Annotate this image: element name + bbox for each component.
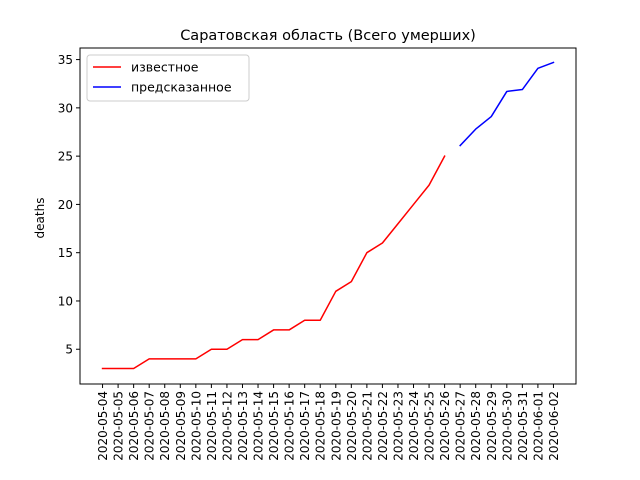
x-tick-label: 2020-05-16 xyxy=(283,391,297,461)
x-tick-label: 2020-05-29 xyxy=(485,391,499,461)
x-tick-label: 2020-06-01 xyxy=(531,391,545,461)
plot-frame xyxy=(79,47,577,385)
x-tick-label: 2020-05-20 xyxy=(345,391,359,461)
series-line-known xyxy=(101,155,446,370)
x-tick-label: 2020-05-09 xyxy=(174,391,188,461)
x-tick-label: 2020-05-11 xyxy=(205,391,219,461)
x-tick-label: 2020-05-30 xyxy=(500,391,514,461)
x-tick-label: 2020-06-02 xyxy=(547,391,561,461)
series-line-predicted xyxy=(459,61,555,147)
x-tick-label: 2020-05-24 xyxy=(407,391,421,461)
x-tick-label: 2020-05-08 xyxy=(158,391,172,461)
x-tick-label: 2020-05-17 xyxy=(298,391,312,461)
y-tick-label: 10 xyxy=(58,294,73,308)
x-tick-label: 2020-05-14 xyxy=(252,391,266,461)
chart-title: Саратовская область (Всего умерших) xyxy=(180,28,476,44)
x-tick-label: 2020-05-10 xyxy=(189,391,203,461)
y-tick-label: 15 xyxy=(58,246,73,260)
x-tick-label: 2020-05-23 xyxy=(391,391,405,461)
x-tick-label: 2020-05-25 xyxy=(423,391,437,461)
x-tick-label: 2020-05-21 xyxy=(360,391,374,461)
legend: известное предсказанное xyxy=(86,54,250,102)
legend-box xyxy=(86,54,250,102)
x-tick-label: 2020-05-13 xyxy=(236,391,250,461)
legend-label: предсказанное xyxy=(131,80,232,95)
x-tick-label: 2020-05-12 xyxy=(220,391,234,461)
x-tick-label: 2020-05-18 xyxy=(314,391,328,461)
y-tick-label: 20 xyxy=(58,198,73,212)
x-tick-label: 2020-05-15 xyxy=(267,391,281,461)
x-tick-label: 2020-05-22 xyxy=(376,391,390,461)
y-tick-label: 5 xyxy=(65,343,73,357)
x-tick-label: 2020-05-19 xyxy=(329,391,343,461)
x-tick-label: 2020-05-28 xyxy=(469,391,483,461)
x-tick-label: 2020-05-05 xyxy=(112,391,126,461)
x-tick-label: 2020-05-26 xyxy=(438,391,452,461)
x-tick-label: 2020-05-27 xyxy=(454,391,468,461)
x-tick-label: 2020-05-31 xyxy=(516,391,530,461)
y-axis-label: deaths xyxy=(33,198,47,239)
y-tick-label: 30 xyxy=(58,101,73,115)
legend-label: известное xyxy=(131,60,199,75)
x-tick-label: 2020-05-04 xyxy=(96,391,110,461)
x-tick-label: 2020-05-07 xyxy=(143,391,157,461)
y-tick-label: 35 xyxy=(58,53,73,67)
y-tick-label: 25 xyxy=(58,150,73,164)
x-tick-label: 2020-05-06 xyxy=(127,391,141,461)
